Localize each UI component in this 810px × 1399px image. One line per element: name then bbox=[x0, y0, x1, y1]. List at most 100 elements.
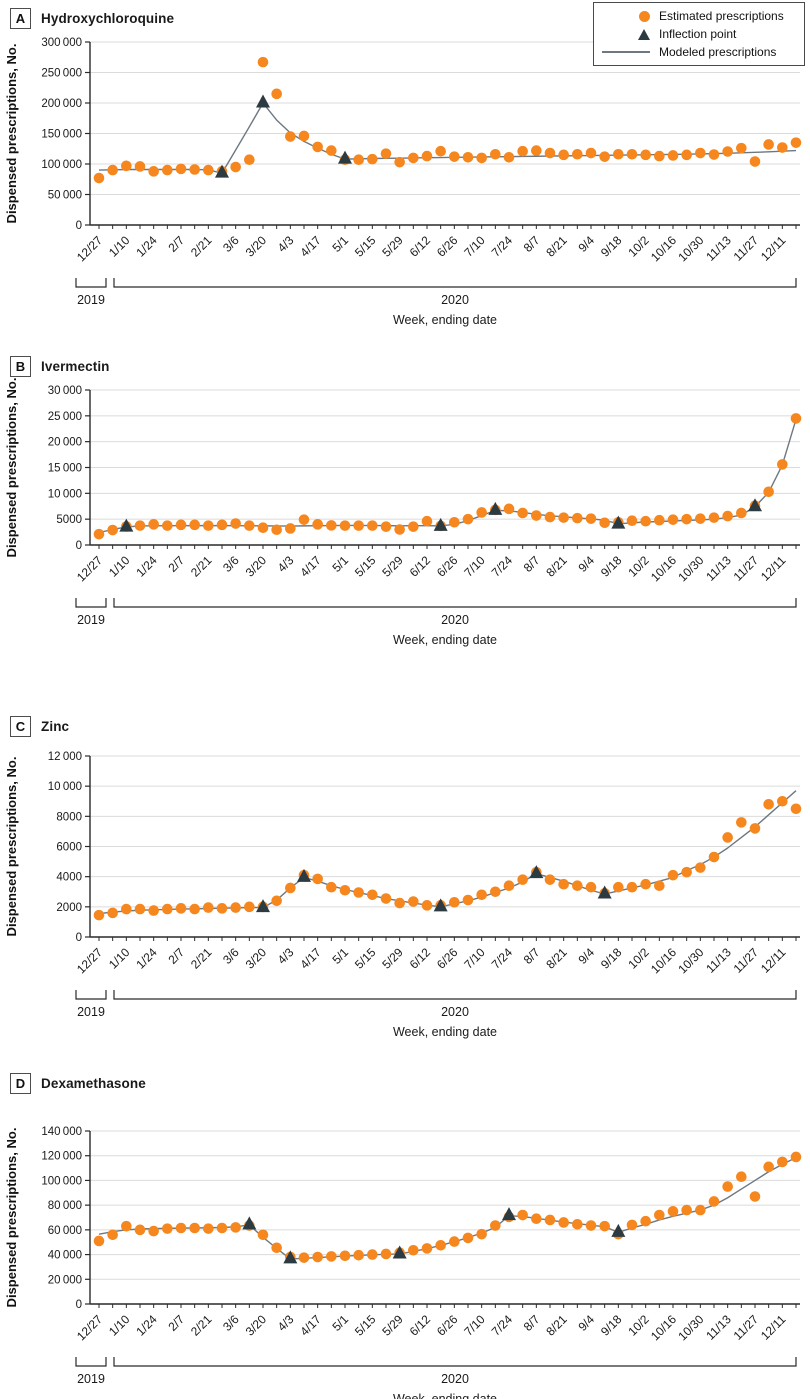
x-tick-label: 8/7 bbox=[521, 553, 543, 575]
year-label-2019: 2019 bbox=[77, 1005, 105, 1019]
x-tick-label: 3/6 bbox=[220, 1312, 242, 1334]
bracket-2020 bbox=[113, 598, 797, 608]
estimated-point bbox=[203, 520, 214, 531]
estimated-point bbox=[476, 1228, 487, 1240]
estimated-point bbox=[271, 1242, 282, 1254]
estimated-point bbox=[121, 1220, 132, 1232]
estimated-point bbox=[216, 519, 228, 531]
estimated-point bbox=[681, 513, 692, 525]
x-tick-label: 9/18 bbox=[598, 553, 625, 580]
estimated-point bbox=[134, 903, 146, 915]
estimated-point bbox=[790, 137, 802, 148]
x-tick-label: 10/30 bbox=[675, 553, 706, 584]
x-tick-label: 8/21 bbox=[543, 945, 570, 972]
estimated-point bbox=[175, 519, 187, 531]
y-tick-label: 0 bbox=[76, 540, 82, 552]
x-tick-label: 1/10 bbox=[106, 945, 133, 972]
estimated-point bbox=[421, 150, 433, 162]
y-tick-label: 5000 bbox=[56, 514, 82, 526]
x-tick-label: 1/10 bbox=[106, 233, 133, 260]
estimated-point bbox=[749, 1191, 761, 1202]
estimated-point bbox=[654, 880, 665, 892]
estimated-point bbox=[667, 1206, 679, 1217]
inflection-marker bbox=[242, 1216, 257, 1230]
estimated-point bbox=[367, 153, 378, 165]
x-tick-label: 7/10 bbox=[461, 553, 488, 580]
estimated-point bbox=[175, 163, 187, 175]
estimated-point bbox=[435, 145, 446, 157]
x-tick-label: 9/4 bbox=[575, 1312, 597, 1334]
y-tick-label: 0 bbox=[76, 1299, 82, 1311]
estimated-point bbox=[572, 880, 583, 892]
inflection-marker bbox=[529, 865, 544, 879]
y-tick-label: 250 000 bbox=[41, 68, 82, 80]
estimated-point bbox=[121, 160, 132, 172]
x-tick-label: 4/17 bbox=[297, 1312, 324, 1339]
x-axis-title: Week, ending date bbox=[393, 313, 497, 327]
estimated-point bbox=[148, 1225, 159, 1237]
estimated-point bbox=[626, 881, 638, 893]
panel-ivermectin: B Ivermectin 0 5000 10 000 15 000 20 000 25 0… bbox=[0, 350, 810, 700]
estimated-point bbox=[572, 512, 583, 524]
x-tick-label: 11/27 bbox=[731, 553, 762, 584]
x-tick-label: 1/10 bbox=[106, 553, 133, 580]
estimated-point bbox=[736, 142, 747, 154]
panel-letter-box: D bbox=[10, 1073, 31, 1094]
x-tick-label: 2/21 bbox=[188, 1312, 215, 1339]
x-tick-label: 4/17 bbox=[297, 233, 324, 260]
estimated-circle-icon bbox=[639, 10, 650, 22]
x-tick-label: 2/7 bbox=[165, 233, 187, 255]
y-axis-title: Dispensed prescriptions, No. bbox=[4, 378, 19, 558]
estimated-point bbox=[722, 1181, 733, 1192]
legend-label: Inflection point bbox=[659, 27, 737, 41]
estimated-point bbox=[558, 1217, 569, 1228]
inflection-marker bbox=[256, 94, 270, 108]
estimated-point bbox=[394, 897, 405, 909]
estimated-point bbox=[599, 151, 610, 162]
estimated-point bbox=[312, 1251, 323, 1263]
estimated-point bbox=[189, 519, 200, 531]
x-tick-label: 8/21 bbox=[543, 233, 570, 260]
estimated-point bbox=[312, 141, 323, 153]
inflection-marker bbox=[597, 885, 612, 899]
estimated-point bbox=[626, 515, 638, 527]
x-tick-label: 3/6 bbox=[220, 233, 242, 255]
y-tick-label: 8000 bbox=[56, 811, 82, 823]
x-tick-label: 12/11 bbox=[758, 553, 789, 584]
x-tick-label: 5/15 bbox=[352, 553, 379, 580]
inflection-marker bbox=[283, 1250, 298, 1264]
x-tick-label: 12/11 bbox=[758, 1312, 789, 1343]
inflection-triangle-icon bbox=[638, 28, 650, 40]
estimated-point bbox=[203, 902, 214, 913]
estimated-point bbox=[380, 893, 392, 904]
x-tick-label: 7/10 bbox=[461, 1312, 488, 1339]
estimated-point bbox=[558, 149, 569, 161]
estimated-point bbox=[667, 150, 679, 161]
estimated-point bbox=[531, 1213, 542, 1225]
estimated-point bbox=[572, 148, 583, 160]
x-tick-label: 3/6 bbox=[220, 553, 242, 575]
panel-hydroxychloroquine: A Hydroxychloroquine Estimated prescript… bbox=[0, 0, 810, 350]
y-tick-label: 20 000 bbox=[48, 1274, 82, 1286]
panel-title: Zinc bbox=[41, 719, 70, 734]
estimated-point bbox=[599, 1220, 610, 1232]
x-tick-label: 8/21 bbox=[543, 1312, 570, 1339]
x-tick-label: 7/24 bbox=[489, 553, 516, 580]
estimated-point bbox=[449, 897, 460, 908]
estimated-point bbox=[462, 151, 474, 163]
estimated-point bbox=[339, 884, 351, 896]
legend-item-modeled: Modeled prescriptions bbox=[600, 45, 798, 59]
x-tick-label: 11/27 bbox=[731, 233, 762, 264]
estimated-point bbox=[763, 798, 774, 810]
y-tick-label: 80 000 bbox=[48, 1200, 82, 1212]
panel-title: Ivermectin bbox=[41, 359, 110, 374]
estimated-point bbox=[312, 519, 323, 530]
estimated-point bbox=[572, 1218, 583, 1230]
estimated-point bbox=[107, 1229, 118, 1241]
x-tick-label: 10/30 bbox=[675, 945, 706, 976]
estimated-point bbox=[531, 510, 542, 521]
inflection-marker bbox=[748, 498, 762, 512]
estimated-point bbox=[353, 154, 364, 166]
x-tick-label: 10/16 bbox=[648, 1312, 679, 1343]
x-tick-label: 7/10 bbox=[461, 945, 488, 972]
